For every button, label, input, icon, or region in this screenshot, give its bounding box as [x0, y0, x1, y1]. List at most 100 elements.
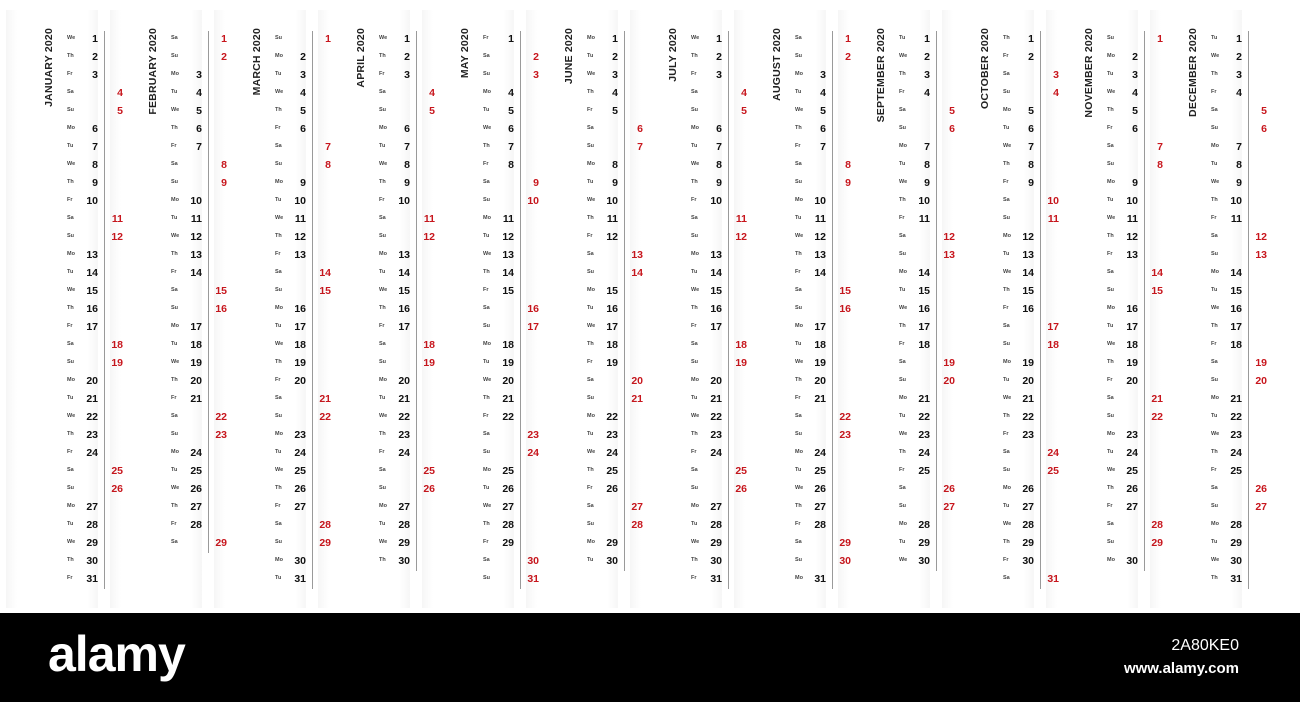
day-row: Th 10 — [1144, 193, 1248, 211]
day-row: We 15 — [624, 283, 728, 301]
weekday-label: Su — [275, 539, 283, 545]
weekday-label: We — [171, 359, 180, 365]
month-column: AUGUST 2020Sa1Su2Mo3Tu4We5Th6Fr7Sa8Su9Mo… — [728, 0, 851, 613]
weekday-label: Fr — [379, 449, 385, 455]
weekday-label: Tu — [1003, 377, 1010, 383]
day-row: Fr 14 — [728, 265, 832, 283]
day-number: 4 — [1132, 87, 1138, 99]
day-number: 9 — [1028, 177, 1034, 189]
day-row: Mo 28 — [1144, 517, 1248, 535]
weekday-label: Th — [899, 323, 906, 329]
weekend-day-number: 31 — [517, 573, 539, 585]
day-number: 23 — [1022, 429, 1034, 441]
weekday-label: Mo — [483, 215, 491, 221]
day-row: Tu 21 — [624, 391, 728, 409]
day-number: 1 — [92, 33, 98, 45]
day-row: Fr 10 — [624, 193, 728, 211]
day-row: We 2 — [1144, 49, 1248, 67]
day-number: 15 — [710, 285, 722, 297]
weekday-label: Su — [691, 233, 699, 239]
month-divider — [832, 31, 833, 589]
weekday-label: Fr — [67, 449, 73, 455]
weekend-day-number: 21 — [1141, 393, 1163, 405]
day-row: Th 20 — [104, 373, 208, 391]
weekend-day-number: 1 — [1141, 33, 1163, 45]
day-row: Fr 27 — [208, 499, 312, 517]
day-number: 27 — [1022, 501, 1034, 513]
month-background — [838, 10, 930, 608]
weekend-day-number: 18 — [1037, 339, 1059, 351]
day-number: 6 — [300, 123, 306, 135]
day-number: 6 — [92, 123, 98, 135]
day-row: Th 2 — [624, 49, 728, 67]
day-number: 25 — [1126, 465, 1138, 477]
weekday-label: We — [795, 233, 804, 239]
weekday-label: Sa — [67, 341, 74, 347]
day-row: Sa 1 — [104, 31, 227, 49]
weekday-label: Su — [171, 179, 179, 185]
day-number: 14 — [1022, 267, 1034, 279]
day-row: Sa 28 — [208, 517, 331, 535]
day-number: 29 — [1022, 537, 1034, 549]
day-row: We 23 — [832, 427, 936, 445]
weekday-label: Tu — [1003, 251, 1010, 257]
weekday-label: We — [379, 413, 388, 419]
day-number: 13 — [398, 249, 410, 261]
day-row: Fr 6 — [208, 121, 312, 139]
weekday-label: We — [691, 287, 700, 293]
day-row: Mo 17 — [104, 319, 208, 337]
day-row: Tu 31 — [208, 571, 312, 589]
day-row: Su 20 — [1144, 373, 1267, 391]
day-row: Th 12 — [1040, 229, 1144, 247]
weekday-label: Sa — [67, 215, 74, 221]
weekday-label: Tu — [587, 305, 594, 311]
day-row: Sa 23 — [416, 427, 539, 445]
day-number: 13 — [814, 249, 826, 261]
day-number: 5 — [508, 105, 514, 117]
day-number: 26 — [814, 483, 826, 495]
day-row: We 12 — [728, 229, 832, 247]
day-number: 5 — [820, 105, 826, 117]
day-number: 25 — [918, 465, 930, 477]
day-number: 8 — [508, 159, 514, 171]
day-number: 31 — [814, 573, 826, 585]
alamy-logo: alamy — [48, 626, 186, 682]
weekday-label: We — [1211, 179, 1220, 185]
day-row: Fr 7 — [104, 139, 208, 157]
day-number: 9 — [300, 177, 306, 189]
day-number: 2 — [612, 51, 618, 63]
day-row: Tu 23 — [520, 427, 624, 445]
weekend-day-number: 15 — [829, 285, 851, 297]
weekday-label: Th — [67, 431, 74, 437]
day-row: Tu 7 — [624, 139, 728, 157]
day-number: 10 — [918, 195, 930, 207]
day-number: 2 — [92, 51, 98, 63]
weekday-label: Fr — [171, 143, 177, 149]
day-row: Mo 9 — [1040, 175, 1144, 193]
weekday-label: Fr — [275, 503, 281, 509]
day-number: 18 — [814, 339, 826, 351]
weekday-label: Fr — [67, 197, 73, 203]
weekday-label: Sa — [1003, 71, 1010, 77]
weekday-label: Th — [67, 53, 74, 59]
day-row: Sa 21 — [1040, 391, 1163, 409]
weekday-label: Mo — [1107, 53, 1115, 59]
day-number: 14 — [710, 267, 722, 279]
day-row: Su 8 — [1040, 157, 1163, 175]
day-row: Fr 27 — [1040, 499, 1144, 517]
day-row: We 29 — [624, 535, 728, 553]
day-row: Th 25 — [520, 463, 624, 481]
weekday-label: Tu — [1003, 503, 1010, 509]
day-row: We 15 — [312, 283, 416, 301]
day-number: 14 — [398, 267, 410, 279]
weekday-label: Mo — [171, 323, 179, 329]
weekend-day-number: 22 — [205, 411, 227, 423]
day-number: 15 — [918, 285, 930, 297]
weekday-label: Th — [899, 197, 906, 203]
day-row: Su 12 — [0, 229, 123, 247]
weekday-label: Fr — [1107, 251, 1113, 257]
day-number: 3 — [820, 69, 826, 81]
day-number: 25 — [294, 465, 306, 477]
day-row: Mo 6 — [312, 121, 416, 139]
day-row: Fr 5 — [520, 103, 624, 121]
